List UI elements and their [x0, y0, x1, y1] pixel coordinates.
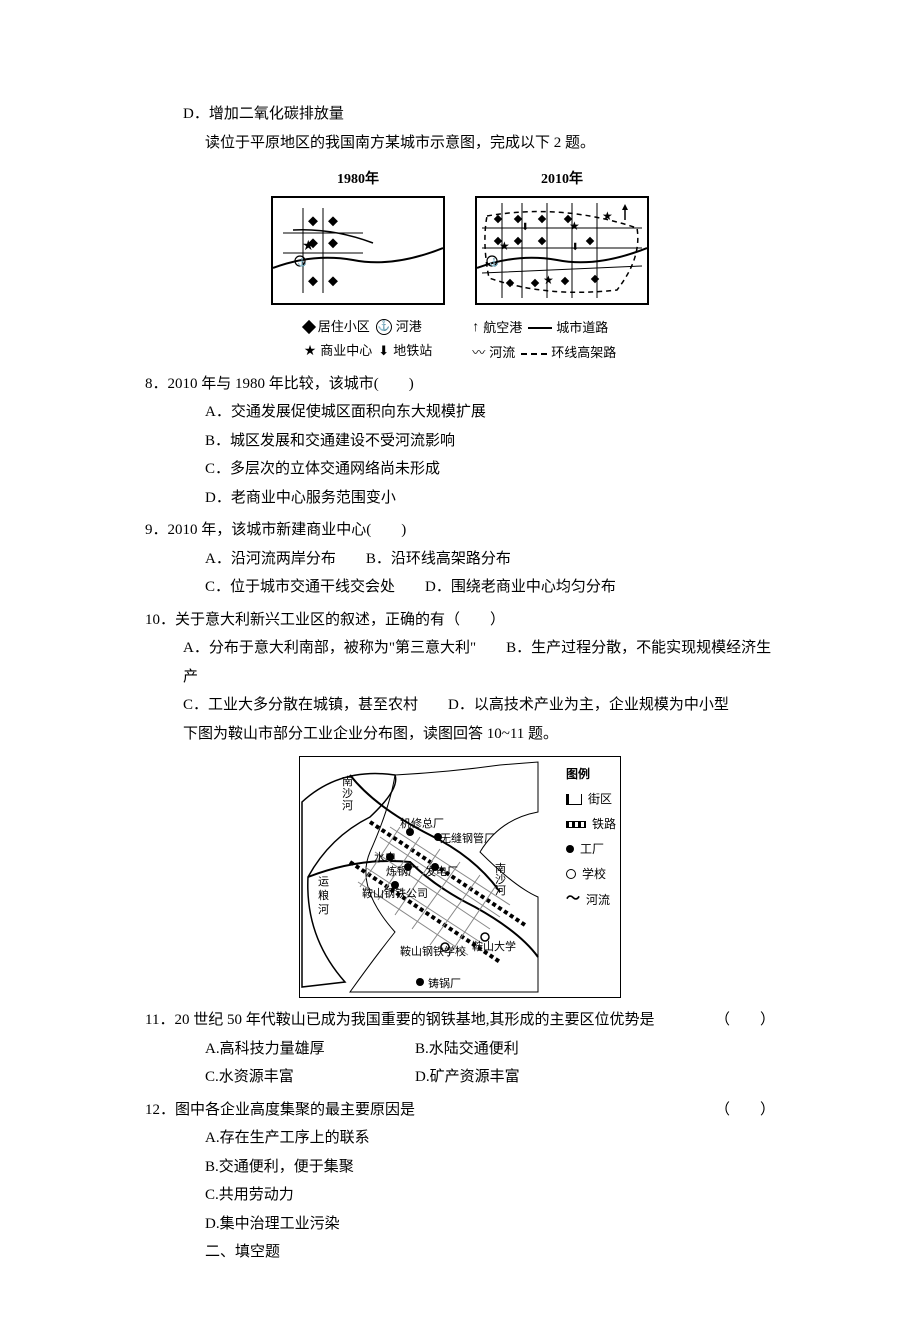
- svg-text:南沙河: 南沙河: [342, 775, 353, 812]
- q8-option-a: A．交通发展促使城区面积向东大规模扩展: [205, 398, 775, 427]
- legend-metro: 地铁站: [393, 339, 432, 364]
- q12-paren: （ ）: [715, 1096, 775, 1125]
- svg-text:★: ★: [569, 219, 580, 233]
- legend-dash: 环线高架路: [551, 341, 616, 366]
- q9-options-cd: C．位于城市交通干线交会处 D．围绕老商业中心均匀分布: [205, 573, 775, 602]
- section-2-title: 二、填空题: [205, 1238, 775, 1267]
- lbl-fadian: 发电厂: [425, 864, 458, 878]
- lbl-anshan-steel: 鞍山钢铁公司: [362, 886, 428, 900]
- legend-river2: 河流: [586, 889, 610, 912]
- line-icon: [528, 327, 552, 329]
- q9-stem: 9．2010 年，该城市新建商业中心( ): [145, 516, 775, 545]
- q11-paren: （ ）: [715, 1006, 775, 1035]
- prev-option-d: D．增加二氧化碳排放量: [183, 100, 775, 129]
- svg-text:★: ★: [499, 239, 510, 253]
- legend-anchor: 河港: [396, 315, 422, 340]
- q11-options: A.高科技力量雄厚 B.水陆交通便利 C.水资源丰富 D.矿产资源丰富: [205, 1035, 775, 1092]
- block-icon: [566, 794, 582, 805]
- q8-option-c: C．多层次的立体交通网络尚未形成: [205, 455, 775, 484]
- q9-options-ab: A．沿河流两岸分布 B．沿环线高架路分布: [205, 545, 775, 574]
- diamond-icon: [302, 320, 316, 334]
- lbl-shuidian: 水电: [374, 851, 396, 864]
- q10-stem: 10．关于意大利新兴工业区的叙述，正确的有（ ）: [145, 606, 775, 635]
- figure-1980: 1980年 ★ ⚓: [271, 167, 445, 305]
- svg-text:⚓: ⚓: [489, 257, 499, 267]
- legend-diamond: 居住小区: [318, 315, 370, 340]
- q8-option-b: B．城区发展和交通建设不受河流影响: [205, 427, 775, 456]
- rail-icon: [566, 821, 586, 828]
- lbl-univ: 鞍山大学: [472, 939, 516, 953]
- q12-option-c: C.共用劳动力: [205, 1181, 775, 1210]
- lbl-jixiu: 机修总厂: [400, 816, 444, 830]
- legend-arrow: 航空港: [483, 316, 522, 341]
- map-1980: ★ ⚓: [271, 196, 445, 305]
- legend-factory: 工厂: [580, 838, 604, 861]
- svg-text:南沙河: 南沙河: [495, 862, 506, 897]
- q11-option-a: A.高科技力量雄厚: [205, 1035, 415, 1064]
- q11-option-b: B.水陆交通便利: [415, 1035, 775, 1064]
- q12-option-a: A.存在生产工序上的联系: [205, 1124, 775, 1153]
- q12-option-d: D.集中治理工业污染: [205, 1210, 775, 1239]
- anchor-icon: ⚓: [376, 319, 392, 335]
- svg-text:⚓: ⚓: [297, 257, 307, 267]
- fig-1980-title: 1980年: [337, 167, 379, 194]
- metro-icon: ⬇: [378, 339, 389, 364]
- riv-icon: 〜: [566, 887, 580, 914]
- q11-option-d: D.矿产资源丰富: [415, 1063, 775, 1092]
- anshan-legend-title: 图例: [566, 763, 616, 786]
- lbl-school: 鞍山钢铁学校: [400, 944, 466, 958]
- river-icon: 〰: [472, 341, 485, 366]
- anshan-map: 南沙河 运粮河 机修总厂 无缝钢管厂 水电 炼钢厂 发电厂 鞍山钢铁公司 南沙河…: [299, 756, 621, 998]
- anshan-legend: 图例 街区 铁路 工厂 学校 〜河流: [566, 763, 616, 916]
- fig-2010-title: 2010年: [541, 167, 583, 194]
- q11-option-c: C.水资源丰富: [205, 1063, 415, 1092]
- legend-rail: 铁路: [592, 813, 616, 836]
- intro-line: 读位于平原地区的我国南方某城市示意图，完成以下 2 题。: [205, 129, 775, 158]
- q8-stem: 8．2010 年与 1980 年比较，该城市( ): [145, 370, 775, 399]
- legend-school: 学校: [582, 863, 606, 886]
- figure-row-1: 1980年 ★ ⚓ 2010年: [145, 167, 775, 305]
- q12-stem: 12．图中各企业高度集聚的最主要原因是（ ）: [145, 1096, 775, 1125]
- star-icon: ★: [304, 345, 317, 359]
- map-2010: ★ ★ ★ ★ ⚓ ⬇ ⬇: [475, 196, 649, 305]
- legend-block: 街区: [588, 788, 612, 811]
- q12-option-b: B.交通便利，便于集聚: [205, 1153, 775, 1182]
- q10-figline: 下图为鞍山市部分工业企业分布图，读图回答 10~11 题。: [183, 720, 775, 749]
- q8-option-d: D．老商业中心服务范围变小: [205, 484, 775, 513]
- legend-line: 城市道路: [556, 316, 608, 341]
- q10-options-cd: C．工业大多分散在城镇，甚至农村 D．以高技术产业为主，企业规模为中小型: [183, 691, 775, 720]
- svg-text:★: ★: [602, 209, 613, 223]
- anshan-figure: 南沙河 运粮河 机修总厂 无缝钢管厂 水电 炼钢厂 发电厂 鞍山钢铁公司 南沙河…: [145, 756, 775, 998]
- figure1-legend: 居住小区 ⚓河港 ★商业中心 ⬇地铁站 ↑航空港 城市道路 〰河流 环线高架路: [145, 315, 775, 366]
- arrow-icon: ↑: [472, 315, 479, 342]
- svg-text:⬇: ⬇: [571, 242, 579, 253]
- legend-river: 河流: [489, 341, 515, 366]
- svg-text:⬇: ⬇: [521, 222, 529, 233]
- lbl-liangang: 炼钢厂: [386, 864, 419, 878]
- q11-stem: 11．20 世纪 50 年代鞍山已成为我国重要的钢铁基地,其形成的主要区位优势是…: [145, 1006, 775, 1035]
- lbl-zhuguo: 铸锅厂: [428, 976, 461, 990]
- circ-icon: [566, 869, 576, 879]
- figure-2010: 2010年: [475, 167, 649, 305]
- q10-options-ab: A．分布于意大利南部，被称为"第三意大利" B．生产过程分散，不能实现规模经济生…: [183, 634, 775, 691]
- svg-text:★: ★: [543, 273, 554, 287]
- svg-text:★: ★: [302, 239, 315, 254]
- svg-text:运粮河: 运粮河: [318, 875, 329, 916]
- legend-star: 商业中心: [320, 339, 372, 364]
- dash-icon: [521, 353, 547, 355]
- dot-icon: [566, 845, 574, 853]
- lbl-wufeng: 无缝钢管厂: [440, 831, 495, 845]
